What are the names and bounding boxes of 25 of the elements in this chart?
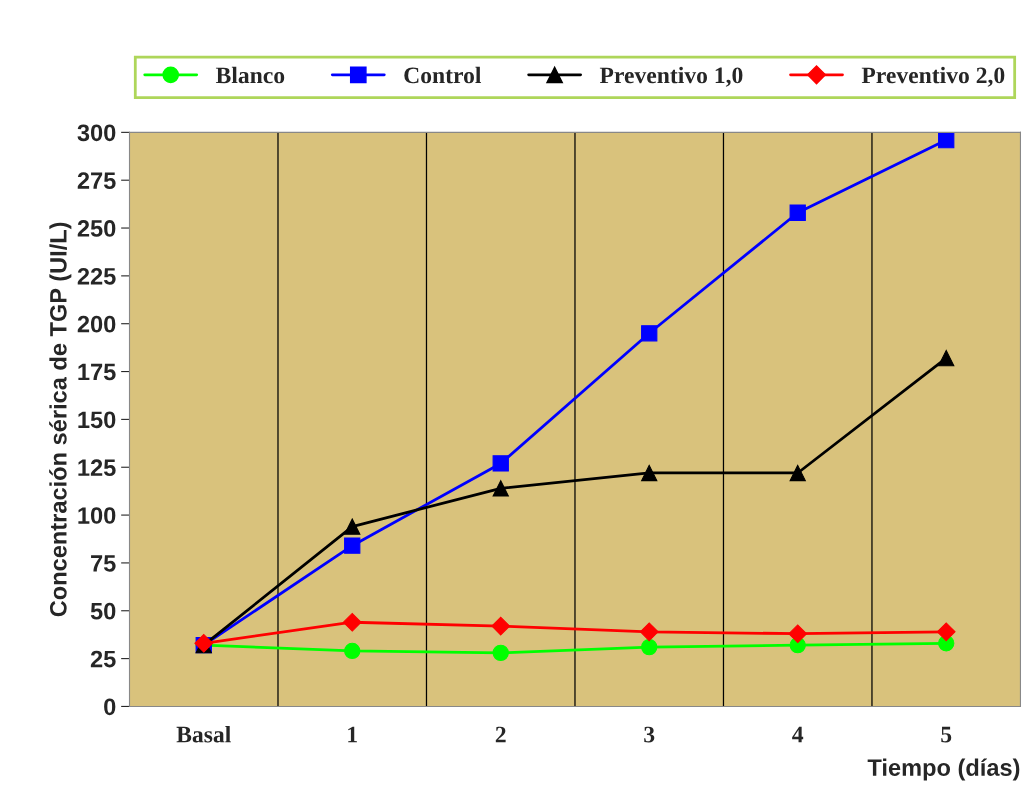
y-tick-label: 225	[77, 267, 116, 285]
y-tick-label: 250	[77, 220, 116, 237]
y-tick-label: 25	[90, 650, 116, 668]
x-tick-label: 2	[495, 726, 506, 743]
y-tick-label: 150	[78, 411, 116, 429]
legend-label: Control	[404, 66, 482, 84]
y-tick-label: 175	[78, 363, 116, 381]
legend-label: Blanco	[215, 66, 285, 84]
x-axis-title: Tiempo (días)	[867, 758, 1020, 781]
y-tick-label: 125	[78, 459, 116, 477]
x-tick-label: 4	[792, 726, 804, 743]
y-tick-label: 275	[77, 172, 116, 189]
x-tick-label: 3	[644, 726, 655, 743]
legend-label: Preventivo 2,0	[861, 66, 1005, 87]
y-tick-label: 75	[91, 555, 116, 572]
x-tick-label: Basal	[176, 725, 231, 743]
y-tick-label: 100	[78, 507, 116, 524]
y-tick-label: 50	[90, 602, 116, 620]
legend-label: Preventivo 1,0	[599, 66, 743, 87]
y-tick-label: 300	[77, 124, 116, 142]
y-tick-label: 200	[77, 315, 116, 333]
y-tick-label: 0	[104, 698, 116, 716]
y-axis-title: Concentración sérica de TGP (UI/L)	[49, 222, 72, 617]
x-tick-label: 1	[348, 726, 357, 743]
x-tick-label: 5	[941, 726, 952, 743]
